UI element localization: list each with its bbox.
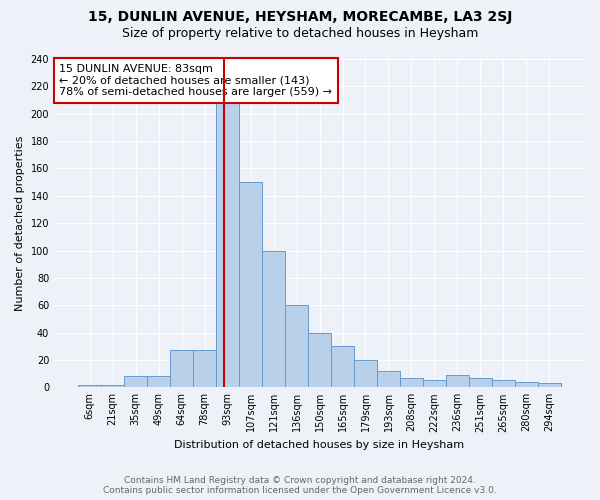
- Text: 15 DUNLIN AVENUE: 83sqm
← 20% of detached houses are smaller (143)
78% of semi-d: 15 DUNLIN AVENUE: 83sqm ← 20% of detache…: [59, 64, 332, 97]
- Bar: [515, 382, 538, 388]
- Bar: [469, 378, 492, 388]
- Bar: [101, 384, 124, 388]
- Bar: [285, 305, 308, 388]
- Bar: [193, 350, 216, 388]
- Bar: [354, 360, 377, 388]
- Bar: [78, 384, 101, 388]
- X-axis label: Distribution of detached houses by size in Heysham: Distribution of detached houses by size …: [175, 440, 464, 450]
- Bar: [262, 250, 285, 388]
- Bar: [423, 380, 446, 388]
- Text: Contains HM Land Registry data © Crown copyright and database right 2024.
Contai: Contains HM Land Registry data © Crown c…: [103, 476, 497, 495]
- Bar: [216, 86, 239, 388]
- Y-axis label: Number of detached properties: Number of detached properties: [15, 136, 25, 311]
- Bar: [308, 332, 331, 388]
- Text: Size of property relative to detached houses in Heysham: Size of property relative to detached ho…: [122, 28, 478, 40]
- Bar: [538, 383, 561, 388]
- Bar: [147, 376, 170, 388]
- Bar: [400, 378, 423, 388]
- Text: 15, DUNLIN AVENUE, HEYSHAM, MORECAMBE, LA3 2SJ: 15, DUNLIN AVENUE, HEYSHAM, MORECAMBE, L…: [88, 10, 512, 24]
- Bar: [124, 376, 147, 388]
- Bar: [446, 375, 469, 388]
- Bar: [492, 380, 515, 388]
- Bar: [239, 182, 262, 388]
- Bar: [331, 346, 354, 388]
- Bar: [170, 350, 193, 388]
- Bar: [377, 371, 400, 388]
